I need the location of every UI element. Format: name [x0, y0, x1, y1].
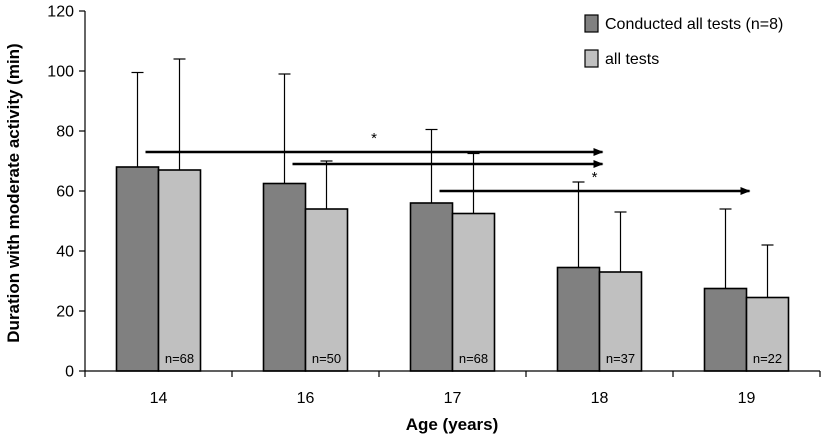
bar-conducted-14 [115, 166, 160, 372]
x-tick-label-18: 18 [591, 390, 609, 407]
bar-all-16 [304, 208, 349, 372]
n-label-19: n=22 [753, 351, 782, 366]
legend-swatch-all [584, 49, 599, 68]
legend: Conducted all tests (n=8) all tests [584, 14, 783, 68]
y-tick-label-100: 100 [47, 64, 74, 81]
legend-swatch-conducted [584, 14, 599, 33]
legend-label-conducted: Conducted all tests (n=8) [605, 16, 783, 33]
x-tick-label-19: 19 [738, 390, 756, 407]
n-label-17: n=68 [459, 351, 488, 366]
bar-conducted-17 [409, 202, 454, 372]
x-axis-title: Age (years) [406, 415, 499, 434]
n-label-14: n=68 [165, 351, 194, 366]
y-tick-label-60: 60 [56, 184, 74, 201]
x-tick-label-16: 16 [297, 390, 315, 407]
legend-label-all: all tests [605, 51, 659, 68]
bar-conducted-19 [703, 287, 748, 372]
y-tick-label-40: 40 [56, 244, 74, 261]
bar-conducted-18 [556, 266, 601, 372]
n-label-16: n=50 [312, 351, 341, 366]
y-tick-label-120: 120 [47, 4, 74, 21]
bar-all-17 [451, 212, 496, 372]
y-tick-label-0: 0 [65, 364, 74, 381]
x-tick-label-17: 17 [444, 390, 462, 407]
n-label-18: n=37 [606, 351, 635, 366]
y-tick-label-80: 80 [56, 124, 74, 141]
bar-conducted-16 [262, 182, 307, 372]
significance-star-14-18: * [371, 130, 377, 147]
y-axis-title: Duration with moderate activity (min) [4, 43, 23, 342]
y-tick-label-20: 20 [56, 304, 74, 321]
bar-all-14 [157, 169, 202, 372]
significance-star-17-19: * [592, 169, 598, 186]
x-tick-label-14: 14 [150, 390, 168, 407]
